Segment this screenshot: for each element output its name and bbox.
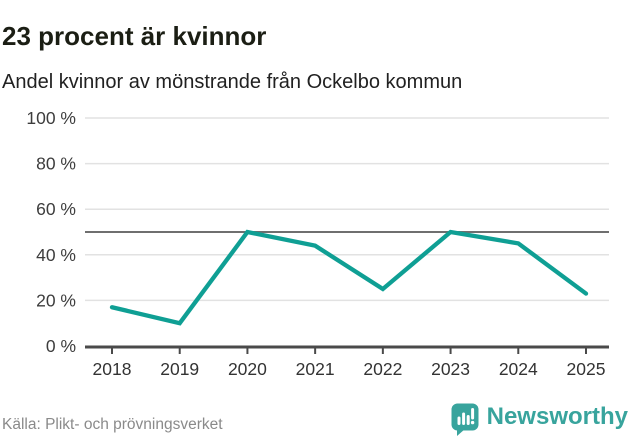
- y-tick-label: 0 %: [46, 336, 76, 356]
- chart-subtitle: Andel kvinnor av mönstrande från Ockelbo…: [2, 71, 463, 93]
- y-tick-label: 100 %: [26, 108, 76, 128]
- newsworthy-logo: Newsworthy: [451, 403, 628, 436]
- data-line-andel-kvinnor: [109, 229, 589, 326]
- x-tick-label: 2018: [93, 359, 132, 379]
- x-tick-label: 2024: [499, 359, 538, 379]
- x-tick-label: 2023: [431, 359, 470, 379]
- y-tick-label: 80 %: [36, 154, 76, 174]
- y-tick-label: 20 %: [36, 290, 76, 310]
- newsworthy-bubble-chart-icon: [451, 403, 479, 436]
- x-tick-label: 2021: [296, 359, 335, 379]
- y-tick-label: 40 %: [36, 245, 76, 265]
- x-tick-label: 2019: [160, 359, 199, 379]
- brand-name: Newsworthy: [486, 403, 628, 430]
- x-tick-label: 2025: [567, 359, 606, 379]
- chart-title: 23 procent är kvinnor: [2, 21, 267, 52]
- x-tick-label: 2020: [228, 359, 267, 379]
- y-tick-label: 60 %: [36, 199, 76, 219]
- source-note: Källa: Plikt- och prövningsverket: [2, 416, 223, 433]
- x-tick-label: 2022: [363, 359, 402, 379]
